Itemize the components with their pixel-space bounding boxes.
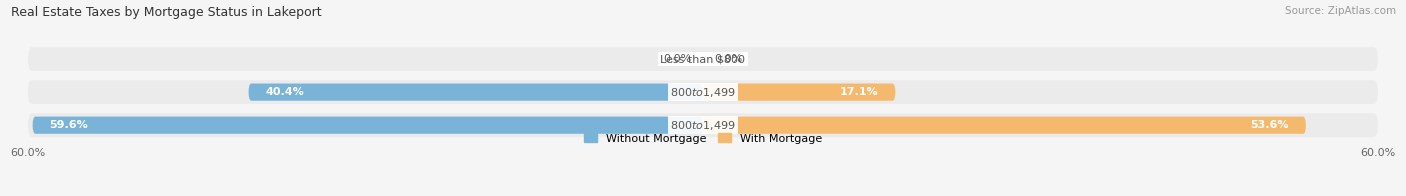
Text: Real Estate Taxes by Mortgage Status in Lakeport: Real Estate Taxes by Mortgage Status in … [11, 6, 322, 19]
Text: 59.6%: 59.6% [49, 120, 89, 130]
Text: 0.0%: 0.0% [664, 54, 692, 64]
FancyBboxPatch shape [28, 47, 1378, 71]
FancyBboxPatch shape [703, 117, 1306, 134]
Text: 17.1%: 17.1% [839, 87, 879, 97]
Text: $800 to $1,499: $800 to $1,499 [671, 119, 735, 132]
Text: $800 to $1,499: $800 to $1,499 [671, 86, 735, 99]
FancyBboxPatch shape [32, 117, 703, 134]
Text: Source: ZipAtlas.com: Source: ZipAtlas.com [1285, 6, 1396, 16]
FancyBboxPatch shape [703, 83, 896, 101]
FancyBboxPatch shape [249, 83, 703, 101]
Legend: Without Mortgage, With Mortgage: Without Mortgage, With Mortgage [579, 129, 827, 148]
FancyBboxPatch shape [28, 113, 1378, 137]
FancyBboxPatch shape [28, 80, 1378, 104]
Text: 0.0%: 0.0% [714, 54, 742, 64]
Text: Less than $800: Less than $800 [661, 54, 745, 64]
Text: 53.6%: 53.6% [1250, 120, 1289, 130]
Text: 40.4%: 40.4% [266, 87, 304, 97]
